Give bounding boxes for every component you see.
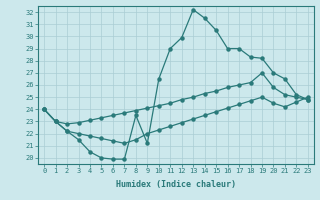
X-axis label: Humidex (Indice chaleur): Humidex (Indice chaleur) xyxy=(116,180,236,189)
